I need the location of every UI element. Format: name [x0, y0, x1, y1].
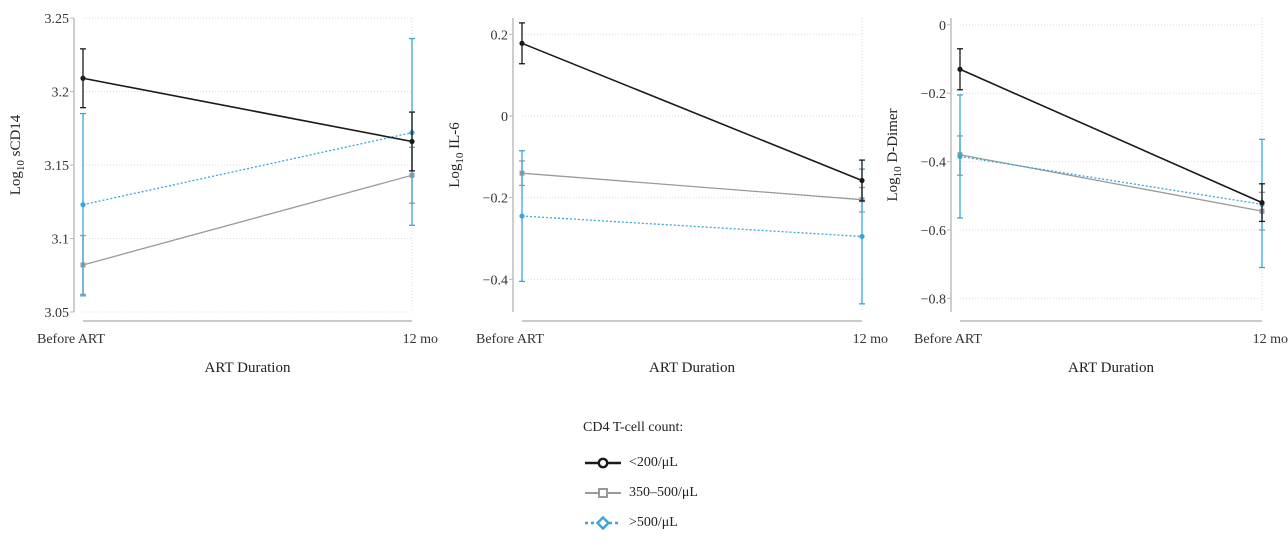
legend-label-350-500: 350–500/μL	[629, 485, 698, 500]
series-line-350-500	[959, 154, 1263, 212]
x-tick-label: 12 mo	[853, 332, 888, 347]
y-title-base: Log	[8, 171, 24, 196]
data-point-lt200	[519, 40, 525, 46]
data-point-lt200	[859, 177, 865, 184]
y-tick-label: 3.1	[52, 233, 70, 248]
y-title-base: Log	[885, 177, 901, 202]
x-axis-title: ART Duration	[205, 360, 291, 376]
y-tick-label: −0.4	[483, 273, 508, 288]
legend-item-gt500: >500/μL	[583, 508, 803, 538]
series-line-gt500	[521, 215, 863, 238]
series-line-lt200	[959, 68, 1263, 204]
legend-swatch-gt500	[585, 515, 621, 531]
y-axis-title: Log10 D-Dimer	[885, 108, 904, 201]
y-tick-label: 3.15	[45, 159, 70, 174]
data-point-lt200	[409, 138, 415, 145]
y-tick-label: −0.8	[921, 292, 946, 307]
y-axis-title: Log10 sCD14	[8, 114, 27, 195]
figure: 3.05 3.1 3.15 3.2 3.25 Before ART 12 mo ART Dur…	[8, 12, 1288, 376]
y-tick-label: −0.4	[921, 156, 946, 171]
series-line-lt200	[82, 77, 413, 143]
y-axis-title: Log10 IL-6	[447, 122, 466, 188]
y-tick-label: 0.2	[491, 28, 509, 43]
x-tick-label: Before ART	[914, 332, 982, 347]
y-tick-label: 0	[501, 110, 508, 125]
data-point-gt500	[519, 213, 525, 219]
legend-swatch-lt200	[585, 457, 621, 469]
x-axis-title: ART Duration	[649, 360, 735, 376]
legend-label-gt500: >500/μL	[629, 515, 678, 530]
y-title-base: Log	[447, 163, 463, 188]
y-title-rest: D-Dimer	[885, 108, 901, 166]
y-title-rest: IL-6	[447, 122, 463, 153]
data-point-lt200	[1259, 200, 1265, 206]
legend-item-lt200: <200/μL	[583, 448, 803, 478]
legend-label-lt200: <200/μL	[629, 455, 678, 470]
panel-1: 3.05 3.1 3.15 3.2 3.25 Before ART 12 mo ART Dur…	[8, 12, 438, 376]
y-tick-label: −0.2	[483, 192, 508, 207]
series-line-350-500	[521, 172, 863, 201]
legend-title: CD4 T-cell count:	[583, 420, 684, 435]
y-title-rest: sCD14	[8, 114, 24, 160]
panel-3: −0.8 −0.6 −0.4 −0.2 0 Before ART 12 mo ART Dura…	[885, 18, 1288, 376]
y-tick-label: 3.2	[52, 86, 70, 101]
x-tick-label: Before ART	[476, 332, 544, 347]
x-axis-title: ART Duration	[1068, 360, 1154, 376]
data-point-gt500	[859, 233, 865, 240]
y-tick-label: 0	[939, 19, 946, 34]
x-tick-label: 12 mo	[403, 332, 438, 347]
y-title-sub: 10	[892, 166, 904, 178]
y-tick-label: 3.25	[45, 12, 70, 27]
y-tick-label: −0.2	[921, 87, 946, 102]
series-line-gt500	[82, 132, 413, 206]
panel-2: −0.4 −0.2 0 0.2 Before ART 12 mo ART Duration L…	[447, 18, 888, 376]
y-tick-label: −0.6	[921, 224, 946, 239]
legend: CD4 T-cell count: <200/μL 350–500/μL >50…	[583, 420, 803, 538]
legend-item-350-500: 350–500/μL	[583, 478, 803, 508]
series-line-gt500	[959, 155, 1263, 205]
x-tick-label: 12 mo	[1253, 332, 1288, 347]
series-line-lt200	[521, 42, 863, 182]
data-point-gt500	[80, 202, 86, 208]
data-point-gt500	[957, 153, 963, 160]
data-point-lt200	[957, 66, 963, 72]
x-tick-label: Before ART	[37, 332, 105, 347]
series-line-350-500	[82, 174, 413, 266]
data-point-lt200	[80, 75, 86, 81]
y-tick-label: 3.05	[45, 306, 70, 321]
y-title-sub: 10	[15, 160, 27, 172]
legend-swatch-350-500	[585, 488, 621, 498]
y-title-sub: 10	[454, 152, 466, 164]
